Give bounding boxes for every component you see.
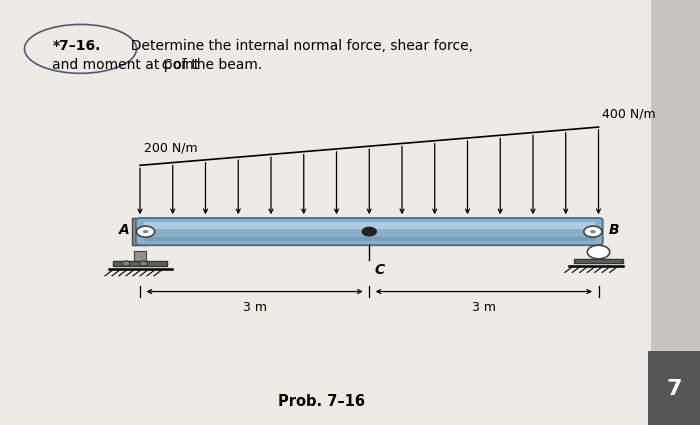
Circle shape <box>584 226 602 237</box>
Circle shape <box>139 261 148 266</box>
Circle shape <box>363 227 377 236</box>
Bar <box>144 222 595 230</box>
Text: B: B <box>609 223 620 236</box>
Text: C: C <box>161 58 171 72</box>
Bar <box>132 218 148 245</box>
Bar <box>144 237 595 241</box>
Bar <box>648 351 700 425</box>
Text: A: A <box>119 223 130 236</box>
Text: Determine the internal normal force, shear force,: Determine the internal normal force, she… <box>122 39 473 53</box>
Circle shape <box>143 230 148 233</box>
Text: 200 N/m: 200 N/m <box>144 142 197 155</box>
Text: *7–16.: *7–16. <box>52 39 101 53</box>
Bar <box>574 259 623 263</box>
Circle shape <box>587 245 610 259</box>
Text: 3 m: 3 m <box>472 301 496 314</box>
Text: C: C <box>375 263 385 277</box>
Text: 7: 7 <box>666 379 682 399</box>
Circle shape <box>122 261 130 266</box>
Text: of the beam.: of the beam. <box>169 58 262 72</box>
Text: 400 N/m: 400 N/m <box>602 108 656 121</box>
Circle shape <box>136 226 155 237</box>
Bar <box>113 261 167 266</box>
Text: Prob. 7–16: Prob. 7–16 <box>279 394 365 409</box>
Text: and moment at point: and moment at point <box>52 58 204 72</box>
Circle shape <box>590 230 596 233</box>
Bar <box>134 251 146 264</box>
Text: 3 m: 3 m <box>243 301 267 314</box>
FancyBboxPatch shape <box>136 218 603 245</box>
